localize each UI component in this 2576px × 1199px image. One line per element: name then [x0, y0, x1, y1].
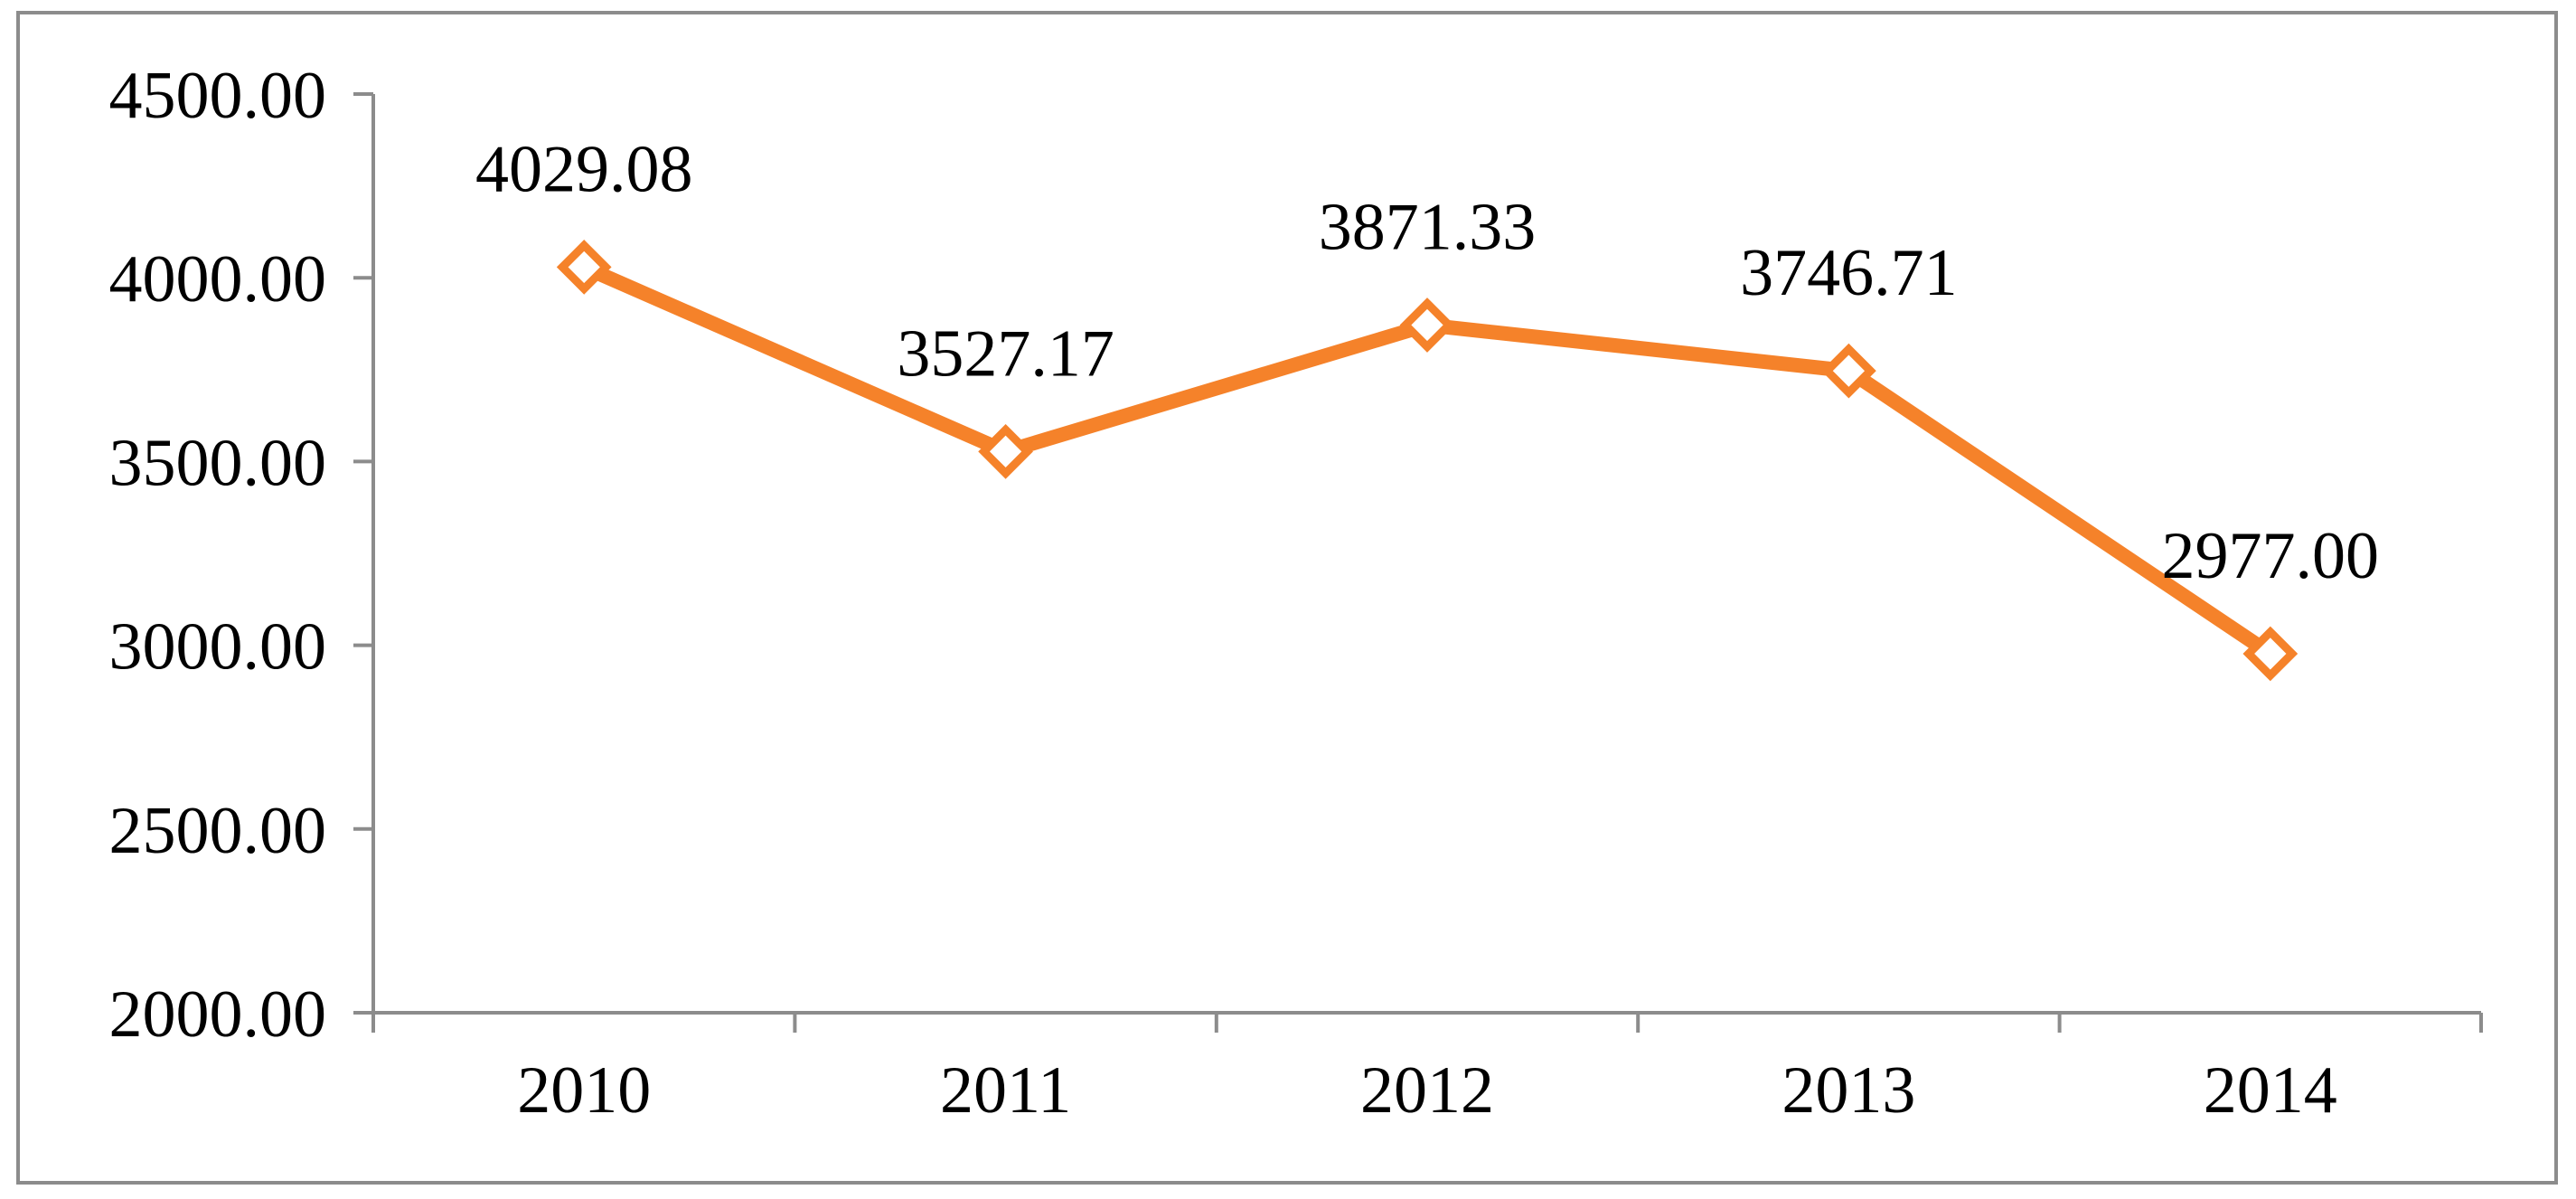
data-label: 3871.33 — [1319, 190, 1537, 264]
labels-group: 2000.00 2500.00 3000.00 3500.00 4000.00 4500.… — [109, 59, 2380, 1128]
data-label: 2977.00 — [2162, 519, 2380, 593]
y-tick-label: 2000.00 — [109, 977, 327, 1052]
data-point-marker — [1821, 343, 1876, 399]
y-tick-label: 4000.00 — [109, 242, 327, 316]
x-tick-label: 2010 — [517, 1053, 651, 1128]
data-point-marker — [556, 240, 612, 295]
data-point-marker — [2242, 626, 2299, 682]
data-label: 3746.71 — [1740, 236, 1958, 310]
y-tick-label: 3000.00 — [109, 610, 327, 684]
x-tick-label: 2014 — [2204, 1053, 2337, 1128]
x-tick-label: 2012 — [1360, 1053, 1494, 1128]
chart-frame — [16, 11, 2558, 1185]
data-label: 4029.08 — [475, 132, 693, 206]
y-tick-label: 2500.00 — [109, 794, 327, 868]
series-group — [556, 240, 2299, 682]
x-tick-label: 2011 — [940, 1053, 1071, 1128]
y-tick-label: 3500.00 — [109, 426, 327, 500]
data-point-marker — [1399, 297, 1455, 353]
data-point-marker — [978, 423, 1033, 479]
y-tick-label: 4500.00 — [109, 59, 327, 133]
axes — [353, 92, 2483, 1033]
x-tick-label: 2013 — [1782, 1053, 1915, 1128]
data-label: 3527.17 — [897, 316, 1114, 391]
